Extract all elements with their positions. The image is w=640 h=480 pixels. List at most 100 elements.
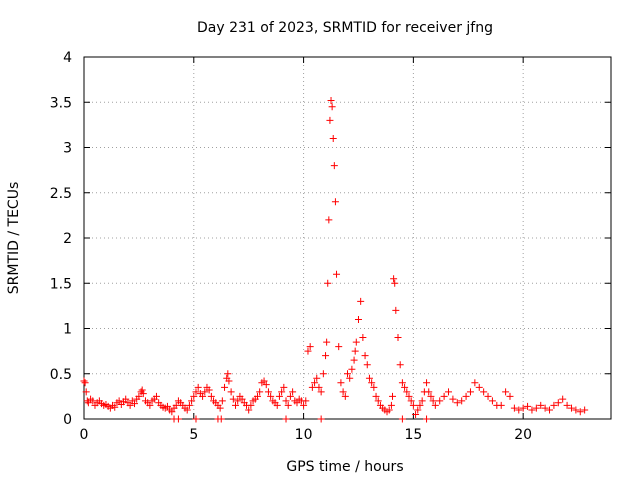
data-point bbox=[238, 395, 246, 403]
data-point bbox=[253, 392, 261, 400]
data-point bbox=[372, 392, 380, 400]
data-point bbox=[576, 408, 584, 416]
data-point bbox=[126, 401, 134, 409]
data-point bbox=[317, 388, 325, 396]
data-point bbox=[135, 392, 143, 400]
data-point bbox=[138, 386, 146, 394]
data-point bbox=[218, 397, 226, 405]
data-point bbox=[333, 270, 341, 278]
data-point bbox=[306, 343, 314, 351]
data-point bbox=[319, 370, 327, 378]
data-point bbox=[497, 401, 505, 409]
data-point bbox=[449, 395, 457, 403]
data-point bbox=[322, 352, 330, 360]
data-point bbox=[581, 406, 589, 414]
data-point bbox=[207, 392, 215, 400]
data-point bbox=[282, 415, 290, 423]
data-point bbox=[537, 401, 545, 409]
data-point bbox=[284, 401, 292, 409]
data-point bbox=[280, 383, 288, 391]
data-point bbox=[89, 397, 97, 405]
data-point bbox=[429, 397, 437, 405]
data-point bbox=[352, 338, 360, 346]
data-point bbox=[185, 401, 193, 409]
data-point bbox=[308, 383, 316, 391]
data-point bbox=[462, 392, 470, 400]
data-point bbox=[331, 198, 339, 206]
data-point bbox=[510, 404, 518, 412]
data-point bbox=[368, 379, 376, 387]
data-point bbox=[225, 377, 233, 385]
data-point bbox=[256, 388, 264, 396]
data-point bbox=[407, 397, 415, 405]
data-point bbox=[315, 383, 323, 391]
data-point bbox=[559, 395, 567, 403]
data-point bbox=[275, 392, 283, 400]
data-point bbox=[445, 388, 453, 396]
data-point bbox=[389, 392, 397, 400]
data-point bbox=[163, 402, 171, 410]
x-axis-title: GPS time / hours bbox=[286, 459, 403, 475]
data-point bbox=[323, 338, 331, 346]
data-point bbox=[416, 401, 424, 409]
y-tick-label: 0.5 bbox=[50, 367, 72, 383]
data-point bbox=[365, 374, 373, 382]
data-point bbox=[484, 392, 492, 400]
x-tick-label: 5 bbox=[189, 427, 198, 443]
data-point bbox=[329, 134, 337, 142]
data-point bbox=[519, 404, 527, 412]
data-point bbox=[374, 397, 382, 405]
data-point bbox=[385, 406, 393, 414]
data-point bbox=[81, 379, 89, 387]
data-point bbox=[262, 381, 270, 389]
data-point bbox=[234, 397, 242, 405]
data-point bbox=[346, 374, 354, 382]
data-point bbox=[278, 388, 286, 396]
y-tick-label: 1.5 bbox=[50, 276, 72, 292]
data-point bbox=[337, 379, 345, 387]
data-point bbox=[412, 410, 420, 418]
plot-frame bbox=[83, 56, 612, 420]
data-point bbox=[398, 415, 406, 423]
data-point bbox=[122, 395, 130, 403]
data-point bbox=[227, 388, 235, 396]
data-point bbox=[188, 397, 196, 405]
data-point bbox=[354, 315, 362, 323]
data-point bbox=[192, 388, 200, 396]
data-point bbox=[217, 415, 225, 423]
points-layer bbox=[80, 96, 589, 423]
data-point bbox=[247, 401, 255, 409]
data-point bbox=[326, 116, 334, 124]
data-point bbox=[475, 383, 483, 391]
data-point bbox=[174, 415, 182, 423]
data-point bbox=[190, 392, 198, 400]
data-point bbox=[335, 343, 343, 351]
data-point bbox=[115, 397, 123, 405]
data-point bbox=[84, 399, 92, 407]
y-tick-label: 4 bbox=[63, 50, 72, 66]
data-point bbox=[80, 377, 88, 385]
data-point bbox=[532, 404, 540, 412]
data-point bbox=[216, 404, 224, 412]
data-point bbox=[524, 402, 532, 410]
data-point bbox=[466, 388, 474, 396]
data-point bbox=[260, 377, 268, 385]
data-point bbox=[111, 403, 119, 411]
data-point bbox=[311, 379, 319, 387]
data-point bbox=[359, 334, 367, 342]
data-point bbox=[183, 406, 191, 414]
data-point bbox=[550, 401, 558, 409]
data-point bbox=[392, 306, 400, 314]
data-point bbox=[431, 401, 439, 409]
data-point bbox=[313, 374, 321, 382]
data-point bbox=[304, 347, 312, 355]
data-point bbox=[427, 392, 435, 400]
data-point bbox=[286, 392, 294, 400]
y-axis-title: SRMTID / TECUs bbox=[6, 182, 22, 295]
data-point bbox=[357, 297, 365, 305]
x-tick-label: 0 bbox=[80, 427, 89, 443]
data-point bbox=[502, 388, 510, 396]
data-point bbox=[436, 397, 444, 405]
data-point bbox=[480, 388, 488, 396]
